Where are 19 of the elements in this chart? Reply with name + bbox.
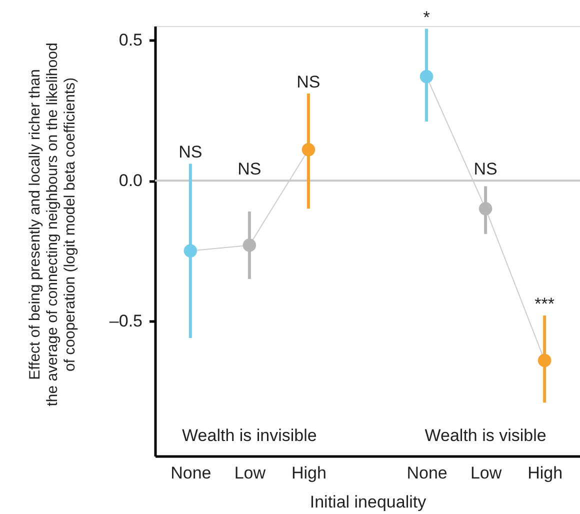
x-axis-title: Initial inequality [310,492,427,512]
x-tick-label: None [406,464,448,482]
x-tick-label: Low [470,464,502,482]
annotation: NS [474,160,498,179]
annotation: NS [238,160,262,179]
y-tick-label: 0.0 [118,171,142,190]
x-tick-label: None [170,464,212,482]
annotation: Wealth is visible [424,426,546,445]
x-tick-label: High [291,464,326,482]
annotation: Wealth is invisible [182,426,317,445]
x-tick-label: High [528,464,563,482]
y-tick-label: –0.5 [109,312,142,331]
y-tick-label: 0.5 [118,30,142,50]
x-tick-label: Low [234,464,266,482]
annotation: *** [534,294,555,314]
annotation: NS [296,72,320,92]
y-axis-title: Effect of being presently and locally richer than the average of connecting neighbours on the likelihood of cooperation (logit model beta coefficients) [26,42,78,406]
annotation: * [423,8,430,27]
annotation: NS [178,142,202,162]
